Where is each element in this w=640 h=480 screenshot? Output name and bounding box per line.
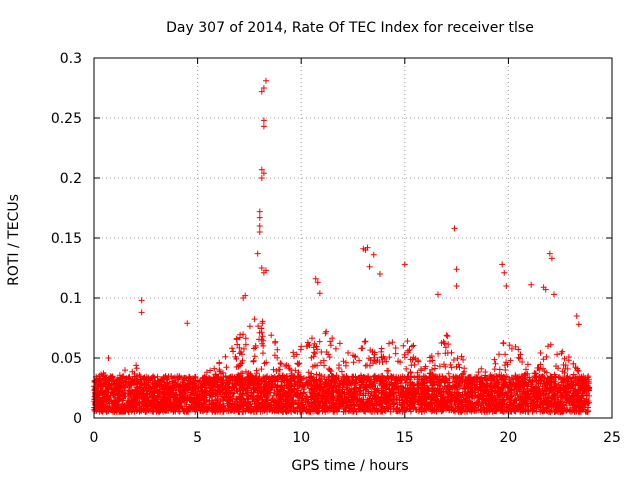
y-tick-label: 0.2 [60,171,82,187]
data-point [434,291,441,298]
data-point [401,261,408,268]
data-point [499,261,506,268]
data-point [262,77,269,84]
data-point [575,321,582,328]
y-tick-label: 0.05 [51,351,82,367]
data-point [184,320,191,327]
grid [94,58,612,418]
data-point [453,283,460,289]
data-point [256,208,263,215]
data-point [573,313,580,319]
data-point [314,279,321,286]
data-points [91,77,593,415]
y-tick-label: 0.25 [51,111,82,127]
y-tick-label: 0.15 [51,231,82,247]
data-point [550,291,557,298]
x-tick-label: 10 [292,430,310,446]
data-point [503,283,510,289]
x-tick-label: 0 [90,430,99,446]
data-point [501,269,508,276]
data-point [453,266,460,273]
data-point [258,175,265,181]
data-point [546,250,553,257]
chart-title: Day 307 of 2014, Rate Of TEC Index for r… [166,20,534,36]
data-point [312,275,319,282]
data-point [260,85,267,91]
data-point [258,265,265,271]
x-tick-label: 15 [396,430,414,446]
y-tick-label: 0.1 [60,291,82,307]
x-tick-label: 5 [193,430,202,446]
plot-frame [93,57,613,419]
data-point [258,88,265,95]
data-point [451,225,458,232]
background-point-cloud [91,316,593,415]
x-tick-label: 25 [603,430,621,446]
data-point [260,123,267,130]
data-point [260,170,267,177]
y-tick-label: 0 [73,411,82,427]
x-axis-label: GPS time / hours [291,458,408,474]
data-point [256,223,263,229]
axis-ticks: 0 5 10 15 20 25 0 0.05 0.1 0.15 0.2 0.25 0.3 [51,51,621,446]
data-point [105,355,112,361]
data-point [262,267,269,274]
data-point [258,166,265,173]
data-point [366,263,373,270]
y-tick-label: 0.3 [60,51,82,67]
x-tick-label: 20 [499,430,517,446]
data-point [242,292,249,299]
data-point [260,117,267,124]
data-point [138,309,145,316]
data-point [542,286,549,293]
data-point [528,281,535,288]
y-axis-label: ROTI / TECUs [6,194,22,286]
data-point [256,214,263,221]
data-point [548,255,555,262]
data-point [256,229,263,235]
data-point [138,297,145,304]
data-point [370,251,377,258]
data-point [364,244,371,251]
data-point [316,290,323,297]
data-point [254,250,261,257]
data-point [376,271,383,277]
